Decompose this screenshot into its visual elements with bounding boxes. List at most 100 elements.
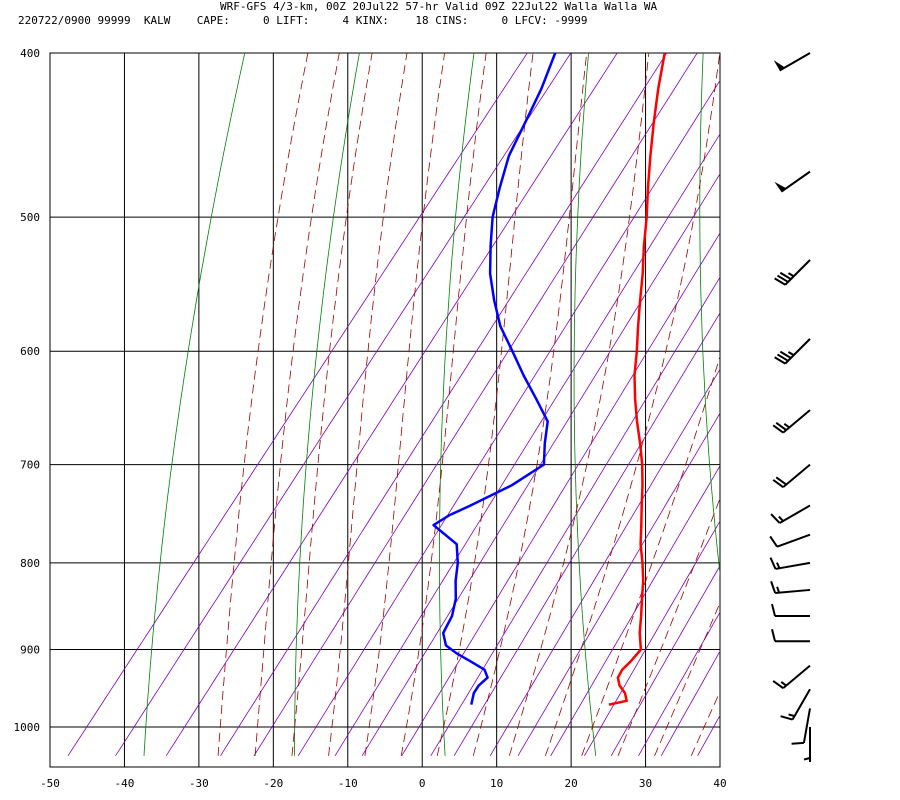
wind-barb-shaft: [784, 259, 811, 286]
wind-barb-half-feather: [787, 272, 795, 278]
wind-barb-shaft: [776, 533, 811, 548]
wind-barb-feather: [791, 741, 804, 745]
moist-adiabat: [581, 355, 720, 756]
chart-header: WRF-GFS 4/3-km, 00Z 20Jul22 57-hr Valid …: [0, 0, 900, 30]
wind-barb-shaft: [791, 688, 811, 721]
station-indices: 220722/0900 99999 KALW CAPE: 0 LIFT: 4 K…: [18, 14, 588, 27]
y-tick-label: 500: [20, 211, 40, 224]
wind-barb-pennant: [774, 181, 787, 192]
y-tick-label: 1000: [14, 721, 41, 734]
dry-adiabat: [439, 53, 475, 756]
moist-adiabat: [508, 53, 650, 756]
x-tick-label: -20: [263, 777, 283, 790]
wind-barb-feather: [779, 271, 792, 280]
wind-barb-feather: [771, 629, 776, 642]
moist-adiabat: [328, 53, 408, 756]
wind-barb: [770, 580, 811, 594]
moist-adiabat: [654, 601, 720, 756]
mixing-ratio-line: [453, 312, 720, 757]
wind-barb-shaft: [782, 409, 811, 434]
wind-barb: [769, 533, 811, 548]
wind-barb-feather: [770, 513, 781, 524]
wind-barb-feather: [769, 557, 777, 570]
mixing-ratio-line: [220, 53, 668, 757]
moist-adiabat: [400, 53, 487, 756]
mixing-ratio-line: [697, 714, 720, 756]
x-tick-label: -50: [40, 777, 60, 790]
mixing-ratio-line: [361, 173, 720, 757]
x-tick-label: 30: [639, 777, 652, 790]
wind-barb-feather: [779, 350, 792, 359]
x-tick-label: 40: [713, 777, 726, 790]
dry-adiabat: [294, 53, 360, 756]
temperature-profile: [608, 53, 666, 706]
sounding-profiles: [432, 53, 666, 706]
mixing-ratio-line: [67, 53, 528, 757]
wind-barb: [791, 708, 811, 745]
axes-labels: 400 500 600 700 800 900 1000 -50 -40 -30 -20 -10 0 10…: [14, 47, 727, 790]
wind-barb-half-feather: [778, 515, 784, 522]
dewpoint-profile: [432, 53, 557, 705]
wind-barb-shaft: [779, 504, 811, 524]
dry-adiabats: [143, 0, 897, 756]
pressure-temperature-grid: [49, 52, 721, 768]
wind-barb-half-feather: [788, 713, 795, 718]
mixing-ratio-line: [660, 650, 720, 756]
x-tick-label: -40: [115, 777, 135, 790]
wind-barb: [772, 463, 811, 488]
wind-barb-half-feather: [776, 586, 781, 593]
wind-barb-feather: [770, 580, 777, 594]
moist-adiabat: [217, 53, 309, 756]
x-tick-label: -10: [338, 777, 358, 790]
moist-adiabat: [765, 0, 900, 756]
wind-barb-feather: [769, 535, 778, 548]
x-tick-label: 0: [419, 777, 426, 790]
wind-barb: [773, 52, 811, 72]
wind-barb-half-feather: [803, 757, 811, 761]
wind-barb-shaft: [782, 463, 811, 488]
y-tick-label: 400: [20, 47, 40, 60]
wind-barb-shaft: [782, 664, 811, 689]
wind-barb: [771, 603, 810, 618]
wind-barb: [780, 688, 811, 721]
mixing-ratio-line: [165, 53, 618, 757]
wind-barb-feather: [772, 680, 784, 689]
dry-adiabat: [818, 0, 897, 756]
wind-barb-feather: [775, 476, 787, 486]
wind-barb-shaft: [784, 338, 811, 365]
wind-barb-feather: [771, 603, 776, 617]
moist-adiabat: [690, 690, 720, 756]
dry-adiabat: [699, 53, 720, 577]
wind-barb-shaft: [802, 708, 811, 744]
wind-barb: [770, 504, 811, 524]
mixing-ratio-line: [550, 465, 720, 757]
wind-barb-feather: [776, 353, 789, 362]
wind-barb: [774, 338, 811, 365]
mixing-ratio-line: [334, 133, 720, 757]
mixing-ratio-line: [430, 276, 720, 757]
wind-barb: [771, 629, 810, 643]
mixing-ratio-line: [489, 368, 720, 757]
wind-barb-feather: [780, 715, 793, 721]
x-tick-label: -30: [189, 777, 209, 790]
x-tick-label: 20: [564, 777, 577, 790]
wind-barb: [772, 664, 811, 689]
wind-barb-pennant: [773, 60, 785, 71]
mixing-ratio-line: [584, 520, 720, 757]
mixing-ratio-lines: [67, 53, 720, 757]
moist-adiabat: [617, 497, 720, 756]
wind-barb-half-feather: [783, 423, 790, 429]
wind-barb-half-feather: [776, 562, 781, 569]
wind-barb-feather: [774, 356, 786, 365]
wind-barb: [774, 170, 811, 193]
y-tick-label: 600: [20, 345, 40, 358]
moist-adiabat: [728, 0, 900, 756]
y-tick-label: 700: [20, 459, 40, 472]
dry-adiabat: [573, 53, 597, 756]
wind-barb-half-feather: [780, 681, 787, 687]
mixing-ratio-line: [297, 79, 720, 757]
wind-barb: [772, 409, 811, 434]
mixing-ratio-line: [638, 611, 720, 756]
moist-adiabat: [291, 53, 373, 756]
